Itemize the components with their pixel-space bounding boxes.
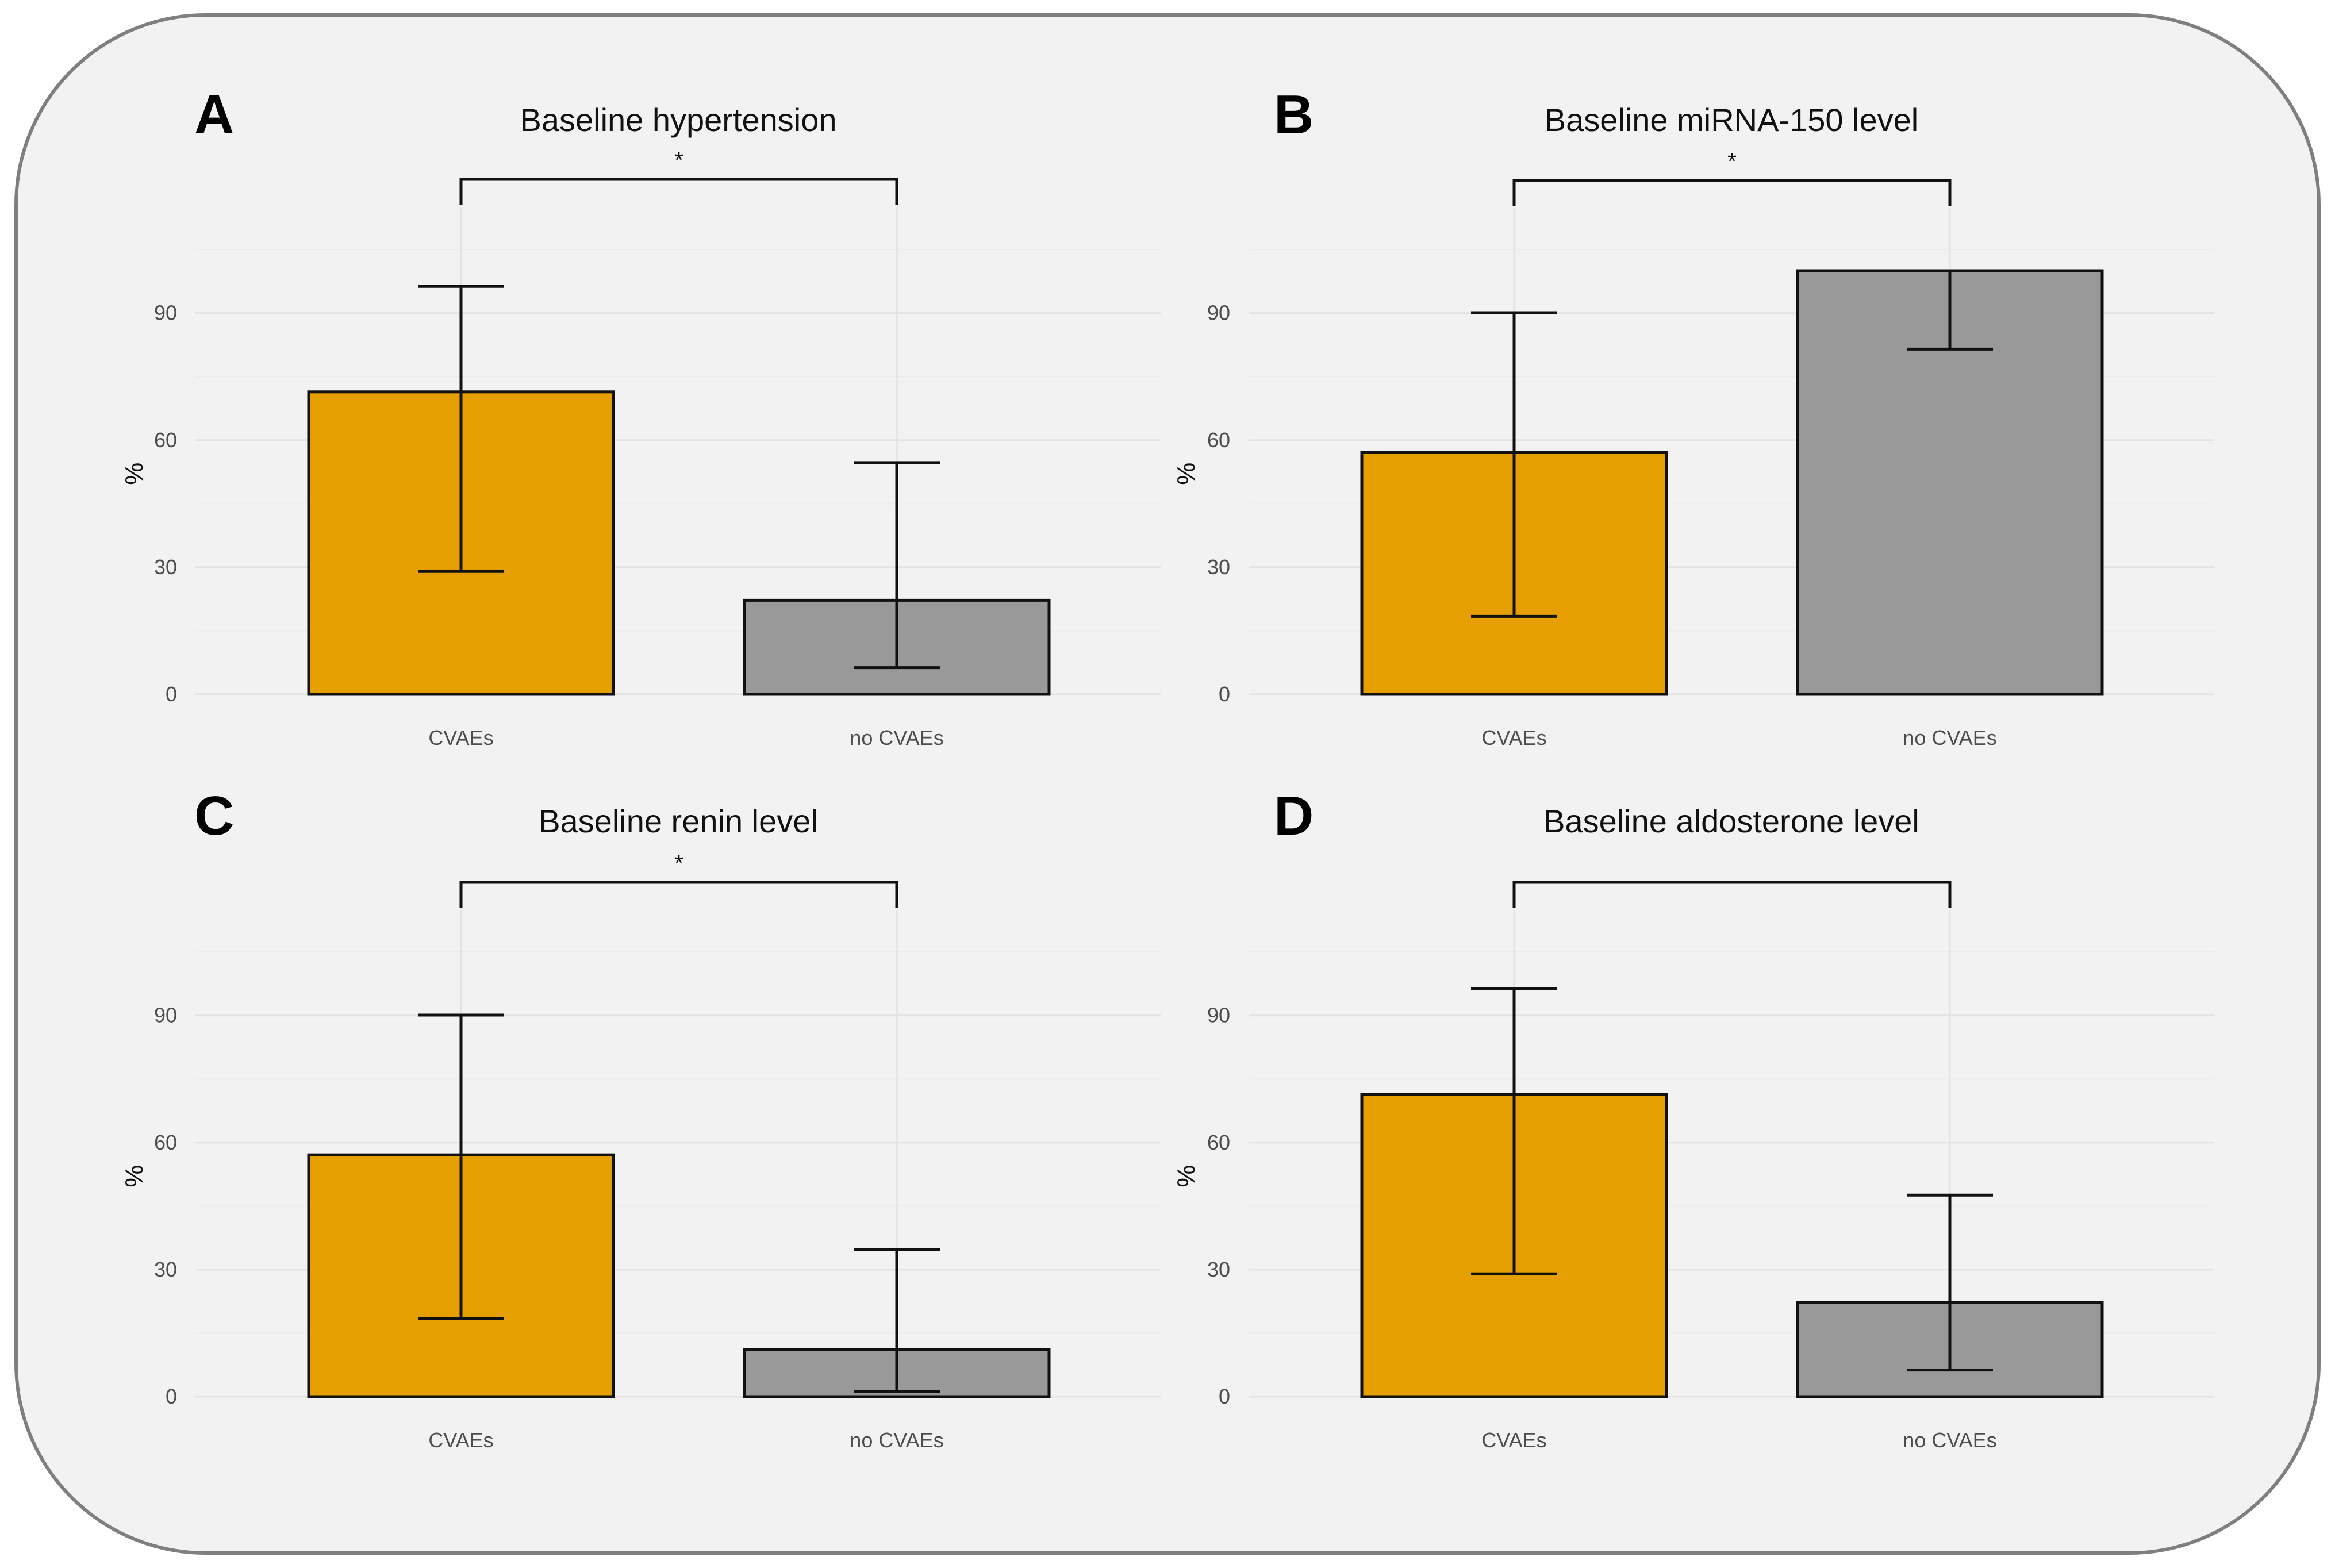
- significance-bracket: [1512, 179, 1952, 206]
- chart-panel-b: 0 30 60 90 CVAEs no CVAEs% * Baseline miRNA-150…: [1172, 84, 2214, 750]
- panel-letter: C: [194, 785, 234, 847]
- y-tick-label: 0: [166, 682, 177, 706]
- panel-title: Baseline renin level: [539, 803, 818, 839]
- x-tick-label: no CVAEs: [850, 726, 943, 750]
- y-tick-label: 30: [154, 555, 177, 579]
- panel-letter: D: [1274, 785, 1314, 847]
- chart-panel-c: 0 30 60 90 CVAEs no CVAEs% * Baseline renin lev…: [120, 785, 1161, 1452]
- x-tick-label: CVAEs: [428, 1428, 493, 1452]
- significance-marker: *: [1727, 149, 1737, 174]
- y-tick-label: 60: [154, 1131, 177, 1154]
- y-axis-label: %: [120, 1165, 148, 1187]
- significance-bracket: [459, 178, 898, 205]
- y-tick-label: 60: [1207, 1131, 1230, 1154]
- y-axis-label: %: [1172, 1165, 1200, 1187]
- panel-title: Baseline aldosterone level: [1543, 803, 1919, 839]
- significance-bracket: [1512, 881, 1952, 908]
- significance-marker: *: [674, 148, 683, 173]
- panel-title: Baseline hypertension: [520, 102, 836, 138]
- panel-letter: A: [194, 84, 234, 145]
- x-tick-label: CVAEs: [428, 726, 493, 750]
- x-tick-label: no CVAEs: [850, 1428, 943, 1452]
- y-tick-label: 0: [166, 1385, 177, 1408]
- y-tick-label: 30: [1207, 1258, 1230, 1281]
- x-tick-label: CVAEs: [1481, 726, 1546, 750]
- y-tick-label: 0: [1219, 1385, 1230, 1408]
- x-tick-label: no CVAEs: [1903, 1428, 1996, 1452]
- x-tick-label: CVAEs: [1481, 1428, 1546, 1452]
- y-axis-label: %: [1172, 463, 1200, 485]
- y-tick-label: 90: [1207, 301, 1230, 325]
- y-tick-label: 30: [1207, 555, 1230, 579]
- panel-letter: B: [1274, 84, 1314, 145]
- y-tick-label: 60: [1207, 428, 1230, 452]
- y-tick-label: 60: [154, 428, 177, 452]
- panel-title: Baseline miRNA-150 level: [1545, 102, 1919, 138]
- chart-panel-a: 0 30 60 90 CVAEs no CVAEs% * Baseline hypertens…: [120, 84, 1161, 750]
- y-tick-label: 30: [154, 1258, 177, 1281]
- y-tick-label: 0: [1219, 682, 1230, 706]
- x-tick-label: no CVAEs: [1903, 726, 1996, 750]
- y-tick-label: 90: [1207, 1004, 1230, 1027]
- y-tick-label: 90: [154, 301, 177, 325]
- panels-group: 0 30 60 90 CVAEs no CVAEs% * Baseline hypertens…: [120, 84, 2214, 1452]
- significance-bracket: [459, 881, 898, 908]
- significance-marker: *: [674, 851, 683, 876]
- y-tick-label: 90: [154, 1004, 177, 1027]
- y-axis-label: %: [120, 463, 148, 485]
- chart-panel-d: 0 30 60 90 CVAEs no CVAEs% Baseline aldosteron…: [1172, 785, 2214, 1452]
